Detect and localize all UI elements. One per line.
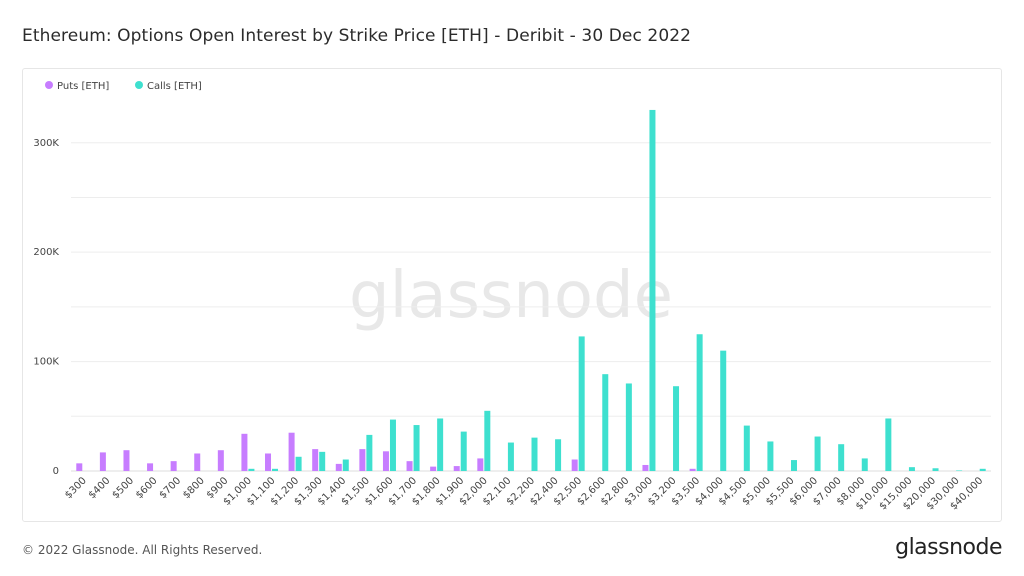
puts-legend-dot	[45, 81, 53, 89]
call-bar[interactable]	[413, 425, 420, 471]
put-bar[interactable]	[406, 461, 413, 471]
glassnode-watermark: glassnode	[349, 259, 673, 333]
call-bar[interactable]	[696, 334, 703, 471]
footer-copyright: © 2022 Glassnode. All Rights Reserved.	[22, 543, 263, 557]
y-tick-label: 0	[53, 466, 59, 477]
call-bar[interactable]	[932, 468, 939, 471]
put-bar[interactable]	[477, 458, 484, 471]
x-axis-ticks: $300$400$500$600$700$800$900$1,000$1,100…	[63, 475, 985, 512]
y-tick-label: 100K	[33, 357, 59, 368]
call-bar[interactable]	[531, 437, 538, 471]
call-bar[interactable]	[979, 468, 986, 471]
call-bar[interactable]	[460, 431, 467, 471]
call-bar[interactable]	[814, 436, 821, 471]
put-bar[interactable]	[170, 461, 177, 471]
put-bar[interactable]	[99, 452, 106, 471]
call-bar[interactable]	[295, 456, 302, 471]
call-bar[interactable]	[885, 418, 892, 471]
call-bar[interactable]	[790, 460, 797, 471]
call-bar[interactable]	[437, 418, 444, 471]
put-bar[interactable]	[288, 432, 295, 471]
put-bar[interactable]	[123, 450, 130, 471]
x-tick-label: $600	[134, 475, 160, 501]
call-bar[interactable]	[908, 467, 915, 471]
x-tick-label: $800	[181, 475, 207, 501]
call-bar[interactable]	[625, 383, 632, 471]
grid-lines	[71, 142, 991, 472]
put-bar[interactable]	[147, 463, 154, 471]
put-bar[interactable]	[265, 453, 272, 471]
put-bar[interactable]	[217, 450, 224, 471]
put-bar[interactable]	[571, 459, 578, 471]
legend: Puts [ETH] Calls [ETH]	[45, 81, 202, 92]
call-bar[interactable]	[743, 425, 750, 471]
bars	[76, 109, 986, 471]
call-bar[interactable]	[389, 419, 396, 471]
legend-item-calls[interactable]: Calls [ETH]	[135, 81, 202, 92]
x-tick-label: $300	[63, 475, 89, 501]
legend-item-puts[interactable]: Puts [ETH]	[45, 81, 109, 92]
put-bar[interactable]	[312, 449, 319, 471]
y-axis-ticks: 0 100K 200K 300K	[33, 138, 59, 477]
chart-panel: glassnode 0 100K 200K 300K $300 $400 $500 $600…	[22, 68, 1002, 522]
put-bar[interactable]	[359, 449, 366, 471]
options-open-interest-chart: glassnode 0 100K 200K 300K $300$400$500$600…	[33, 81, 991, 512]
call-bar[interactable]	[956, 470, 963, 471]
put-bar[interactable]	[194, 453, 201, 471]
page-title: Ethereum: Options Open Interest by Strik…	[22, 26, 692, 46]
put-bar[interactable]	[453, 466, 460, 471]
y-tick-label: 300K	[33, 138, 59, 149]
call-bar[interactable]	[861, 458, 868, 471]
x-tick-label: $500	[110, 475, 136, 501]
put-bar[interactable]	[382, 451, 389, 471]
y-tick-label: 200K	[33, 247, 59, 258]
call-bar[interactable]	[507, 442, 514, 471]
calls-legend-dot	[135, 81, 143, 89]
call-bar[interactable]	[484, 410, 491, 471]
puts-legend-label: Puts [ETH]	[57, 81, 109, 92]
x-tick-label: $700	[157, 475, 183, 501]
put-bar[interactable]	[689, 468, 696, 471]
call-bar[interactable]	[366, 434, 373, 471]
x-tick-label: $400	[87, 475, 113, 501]
calls-legend-label: Calls [ETH]	[147, 81, 202, 92]
put-bar[interactable]	[642, 464, 649, 471]
call-bar[interactable]	[838, 444, 845, 471]
call-bar[interactable]	[319, 451, 326, 471]
call-bar[interactable]	[602, 374, 609, 471]
call-bar[interactable]	[578, 336, 585, 471]
put-bar[interactable]	[241, 433, 248, 471]
call-bar[interactable]	[342, 459, 349, 471]
put-bar[interactable]	[76, 463, 83, 471]
call-bar[interactable]	[720, 350, 727, 471]
call-bar[interactable]	[555, 439, 562, 471]
call-bar[interactable]	[649, 109, 656, 471]
put-bar[interactable]	[430, 466, 437, 471]
call-bar[interactable]	[767, 441, 774, 471]
call-bar[interactable]	[673, 386, 680, 471]
call-bar[interactable]	[272, 468, 279, 471]
glassnode-logo[interactable]: glassnode	[895, 535, 1002, 560]
put-bar[interactable]	[335, 463, 342, 471]
call-bar[interactable]	[248, 468, 255, 471]
